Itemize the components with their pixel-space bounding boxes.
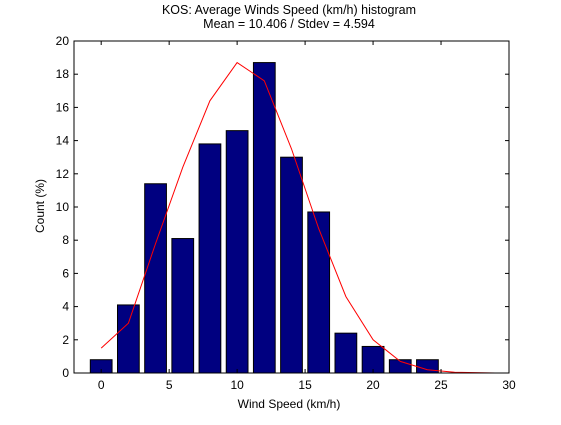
chart-subtitle: Mean = 10.406 / Stdev = 4.594 <box>203 17 375 31</box>
plot-marks <box>89 61 496 374</box>
y-tick-label: 18 <box>56 67 70 81</box>
histogram-bar <box>307 211 331 374</box>
x-axis-label: Wind Speed (km/h) <box>238 397 341 411</box>
x-tick-label: 10 <box>230 378 244 392</box>
y-tick-label: 6 <box>62 266 69 280</box>
histogram-bar <box>144 183 167 374</box>
y-tick-label: 2 <box>62 333 69 347</box>
histogram-bar <box>198 143 222 374</box>
x-tick-label: 5 <box>166 378 173 392</box>
chart-title: KOS: Average Winds Speed (km/h) histogra… <box>162 3 416 17</box>
axis-ticks: 0 5 10 15 20 25 30 0 2 4 6 8 10 12 14 16 18 20 <box>56 34 516 392</box>
x-tick-label: 15 <box>298 378 312 392</box>
histogram-bar <box>117 304 140 374</box>
histogram-bar <box>225 130 249 374</box>
histogram-bar <box>334 332 358 374</box>
x-tick-label: 25 <box>434 378 448 392</box>
y-tick-label: 10 <box>56 200 70 214</box>
x-tick-label: 0 <box>98 378 105 392</box>
histogram-bar <box>416 359 439 374</box>
x-tick-label: 30 <box>502 378 516 392</box>
x-tick-label: 20 <box>366 378 380 392</box>
histogram-bar <box>252 62 276 374</box>
y-tick-label: 8 <box>62 233 69 247</box>
y-tick-label: 16 <box>56 100 70 114</box>
y-tick-label: 0 <box>62 366 69 380</box>
y-axis-label: Count (%) <box>33 179 47 233</box>
y-tick-label: 20 <box>56 34 70 48</box>
histogram-bar <box>171 238 195 374</box>
y-tick-label: 14 <box>56 134 70 148</box>
histogram-bar <box>280 156 303 374</box>
y-tick-label: 12 <box>56 167 70 181</box>
y-tick-label: 4 <box>62 300 69 314</box>
